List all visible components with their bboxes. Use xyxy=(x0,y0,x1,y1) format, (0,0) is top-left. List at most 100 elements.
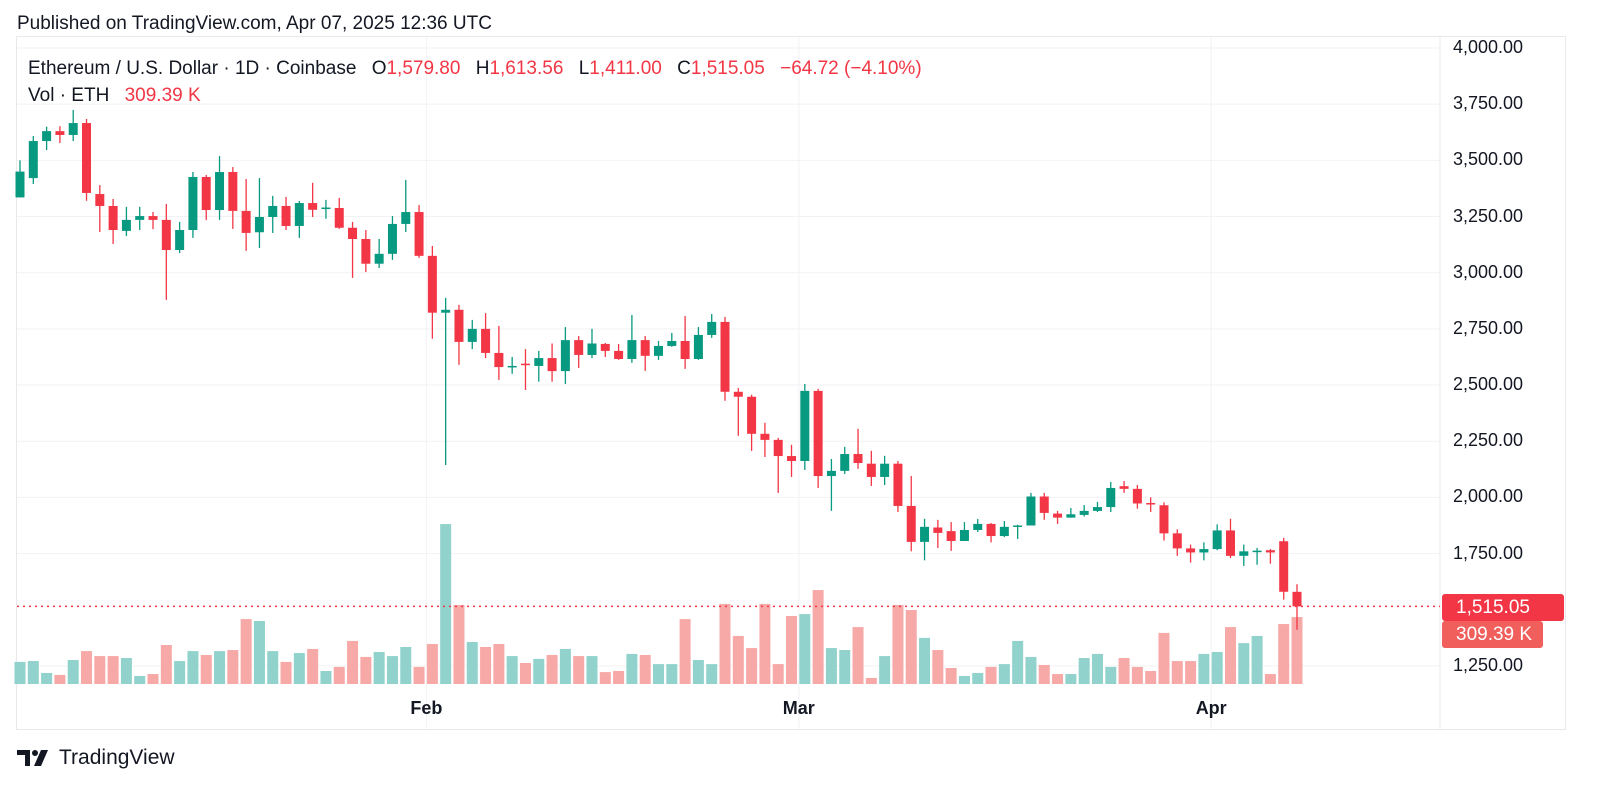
candle-up xyxy=(880,455,890,486)
candle-up xyxy=(534,350,544,382)
candle-body xyxy=(826,470,836,477)
candle-body xyxy=(494,352,504,368)
volume-bar xyxy=(1238,643,1250,684)
candle-down xyxy=(866,450,876,486)
volume-bar xyxy=(267,651,279,684)
time-tick-label: Apr xyxy=(1195,698,1227,718)
volume-bar xyxy=(706,664,718,684)
volume-bar xyxy=(1025,656,1037,684)
volume-bar xyxy=(160,645,172,684)
candle-body xyxy=(1053,513,1063,518)
candle-down xyxy=(640,336,650,371)
price-tick-label: 3,000.00 xyxy=(1453,261,1524,282)
volume-bars xyxy=(14,524,1303,684)
candle-up xyxy=(321,199,331,219)
candle-down xyxy=(787,444,797,477)
volume-bar xyxy=(533,658,545,684)
change-value: −64.72 (−4.10%) xyxy=(780,58,922,79)
candle-down xyxy=(813,388,823,488)
volume-bar xyxy=(586,656,598,684)
volume-bar xyxy=(453,604,465,684)
candle-body xyxy=(148,216,158,220)
candle-body xyxy=(946,531,956,541)
candle-body xyxy=(640,340,650,356)
last-price-tag: 1,515.05 xyxy=(1442,594,1564,621)
candle-body xyxy=(1132,488,1142,504)
candle-down xyxy=(853,428,863,469)
volume-bar xyxy=(1198,653,1210,684)
price-tick-label: 1,750.00 xyxy=(1453,542,1524,563)
candles xyxy=(15,110,1302,630)
candle-up xyxy=(135,206,145,231)
volume-bar xyxy=(1091,653,1103,684)
candle-body xyxy=(880,463,890,477)
volume-bar xyxy=(879,656,891,684)
candle-up xyxy=(1212,524,1222,551)
candle-up xyxy=(1013,524,1023,539)
candle-body xyxy=(813,390,823,477)
symbol-title[interactable]: Ethereum / U.S. Dollar · 1D · Coinbase xyxy=(28,58,357,79)
candle-down xyxy=(773,437,783,493)
volume-bar xyxy=(812,590,824,684)
price-tick-label: 3,500.00 xyxy=(1453,149,1524,170)
open-label: O xyxy=(371,58,387,79)
candle-up xyxy=(1239,544,1249,566)
volume-bar xyxy=(227,650,239,684)
candle-body xyxy=(121,219,131,231)
candle-down xyxy=(906,476,916,552)
open-value: 1,579.80 xyxy=(386,58,461,79)
candle-down xyxy=(1186,544,1196,563)
candle-body xyxy=(733,391,743,397)
candle-body xyxy=(1079,510,1089,515)
candle-body xyxy=(374,253,384,264)
volume-bar xyxy=(865,677,877,684)
candle-body xyxy=(1146,503,1156,505)
candle-body xyxy=(108,205,118,231)
price-tick-label: 2,500.00 xyxy=(1453,374,1524,395)
candle-body xyxy=(201,176,211,211)
candle-body xyxy=(614,350,624,359)
candle-body xyxy=(467,328,477,342)
candle-body xyxy=(427,255,437,313)
candle-down xyxy=(481,313,491,359)
price-tick-label: 3,250.00 xyxy=(1453,205,1524,226)
volume-bar xyxy=(958,675,970,684)
volume-bar xyxy=(972,672,984,684)
volume-bar xyxy=(107,656,119,684)
candle-body xyxy=(1225,530,1235,556)
volume-bar xyxy=(1185,661,1197,684)
volume-bar xyxy=(852,627,864,684)
candle-down xyxy=(334,197,344,229)
candle-down xyxy=(1159,502,1169,541)
candle-down xyxy=(946,522,956,551)
volume-bar xyxy=(506,656,518,684)
volume-bar xyxy=(919,637,931,684)
volume-label[interactable]: Vol · ETH xyxy=(28,85,110,106)
candle-up xyxy=(920,518,930,561)
volume-bar xyxy=(360,656,372,684)
volume-bar xyxy=(333,666,345,684)
candle-up xyxy=(1106,481,1116,513)
candle-up xyxy=(68,110,78,142)
candle-up xyxy=(175,221,185,253)
candle-down xyxy=(161,203,171,300)
tradingview-logo[interactable]: TradingView xyxy=(17,746,175,770)
volume-bar xyxy=(426,643,438,684)
volume-bar xyxy=(1065,674,1077,684)
candle-body xyxy=(414,212,424,256)
candle-up xyxy=(188,172,198,238)
volume-bar xyxy=(1264,674,1276,684)
candle-up xyxy=(28,136,38,184)
volume-bar xyxy=(839,650,851,684)
candle-down xyxy=(494,325,504,380)
last-volume-tag: 309.39 K xyxy=(1442,621,1543,648)
candle-body xyxy=(560,340,570,372)
volume-bar xyxy=(626,653,638,684)
volume-bar xyxy=(653,664,664,684)
candle-body xyxy=(361,238,371,264)
candle-body xyxy=(667,341,677,346)
candle-body xyxy=(228,172,238,211)
candle-body xyxy=(627,340,637,359)
candle-down xyxy=(614,343,624,360)
